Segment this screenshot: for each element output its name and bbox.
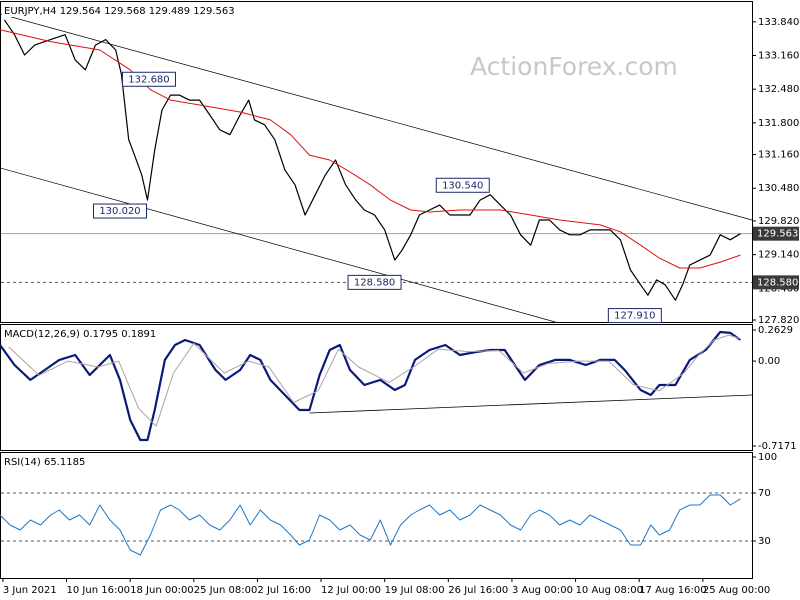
panel-title: MACD(12,26,9) 0.1795 0.1891 bbox=[4, 329, 156, 340]
annotation-label: 130.020 bbox=[99, 206, 140, 217]
x-tick-label: 3 Aug 00:00 bbox=[512, 585, 573, 596]
y-tick-label: 100 bbox=[758, 452, 777, 463]
panel-frame bbox=[0, 1, 753, 323]
panel-title: EURJPY,H4 129.564 129.568 129.489 129.56… bbox=[4, 6, 235, 17]
price-label-box bbox=[753, 226, 799, 241]
x-tick-label: 19 Jul 08:00 bbox=[385, 585, 445, 596]
y-tick-label: 129.820 bbox=[758, 216, 799, 227]
x-tick-label: 3 Jun 2021 bbox=[3, 585, 57, 596]
watermark: ActionForex.com bbox=[470, 52, 678, 81]
y-tick-label: 129.140 bbox=[758, 250, 799, 261]
y-tick-label: 0.00 bbox=[758, 356, 780, 367]
price-label: 128.580 bbox=[757, 277, 798, 288]
x-tick-label: 25 Jun 08:00 bbox=[194, 585, 258, 596]
x-tick-label: 17 Aug 16:00 bbox=[639, 585, 706, 596]
series-line bbox=[0, 167, 556, 323]
y-tick-label: 131.160 bbox=[758, 150, 799, 161]
annotation-box bbox=[93, 203, 148, 219]
x-tick-label: 10 Aug 08:00 bbox=[576, 585, 643, 596]
series-line bbox=[8, 334, 741, 427]
x-tick-label: 10 Jun 16:00 bbox=[67, 585, 131, 596]
x-tick-label: 26 Jul 16:00 bbox=[448, 585, 508, 596]
x-tick-label: 25 Aug 00:00 bbox=[703, 585, 770, 596]
x-tick-label: 12 Jul 00:00 bbox=[321, 585, 381, 596]
y-tick-label: 130.480 bbox=[758, 183, 799, 194]
y-tick-label: 70 bbox=[758, 488, 771, 499]
annotation-box bbox=[121, 71, 176, 87]
series-line bbox=[3, 19, 741, 301]
annotation-box bbox=[347, 274, 402, 290]
price-label-box bbox=[753, 275, 799, 290]
y-tick-label: 0.2629 bbox=[758, 325, 793, 336]
annotation-label: 127.910 bbox=[614, 311, 655, 322]
x-tick-label: 2 Jul 16:00 bbox=[257, 585, 311, 596]
y-tick-label: 131.800 bbox=[758, 118, 799, 129]
header-bg bbox=[2, 326, 170, 340]
header-bg bbox=[2, 3, 257, 17]
x-tick-label: 18 Jun 00:00 bbox=[130, 585, 194, 596]
series-line bbox=[309, 394, 753, 414]
y-tick-label: 127.820 bbox=[758, 315, 799, 326]
series-line bbox=[0, 29, 741, 269]
y-tick-label: 132.480 bbox=[758, 84, 799, 95]
annotation-box bbox=[607, 308, 662, 324]
price-label: 129.563 bbox=[757, 229, 798, 240]
series-line bbox=[0, 13, 753, 221]
annotation-label: 130.540 bbox=[442, 180, 483, 191]
series-line bbox=[0, 330, 742, 442]
annotation-label: 128.580 bbox=[354, 277, 395, 288]
annotation-box bbox=[435, 177, 490, 193]
y-tick-label: 30 bbox=[758, 536, 771, 547]
y-tick-label: 133.840 bbox=[758, 17, 799, 28]
y-tick-label: 133.160 bbox=[758, 50, 799, 61]
series-line bbox=[0, 494, 741, 556]
annotation-label: 132.680 bbox=[128, 74, 169, 85]
y-tick-label: -0.7171 bbox=[758, 441, 797, 452]
panel-title: RSI(14) 65.1185 bbox=[4, 457, 85, 468]
panel-frame bbox=[0, 324, 753, 451]
header-bg bbox=[2, 454, 95, 468]
